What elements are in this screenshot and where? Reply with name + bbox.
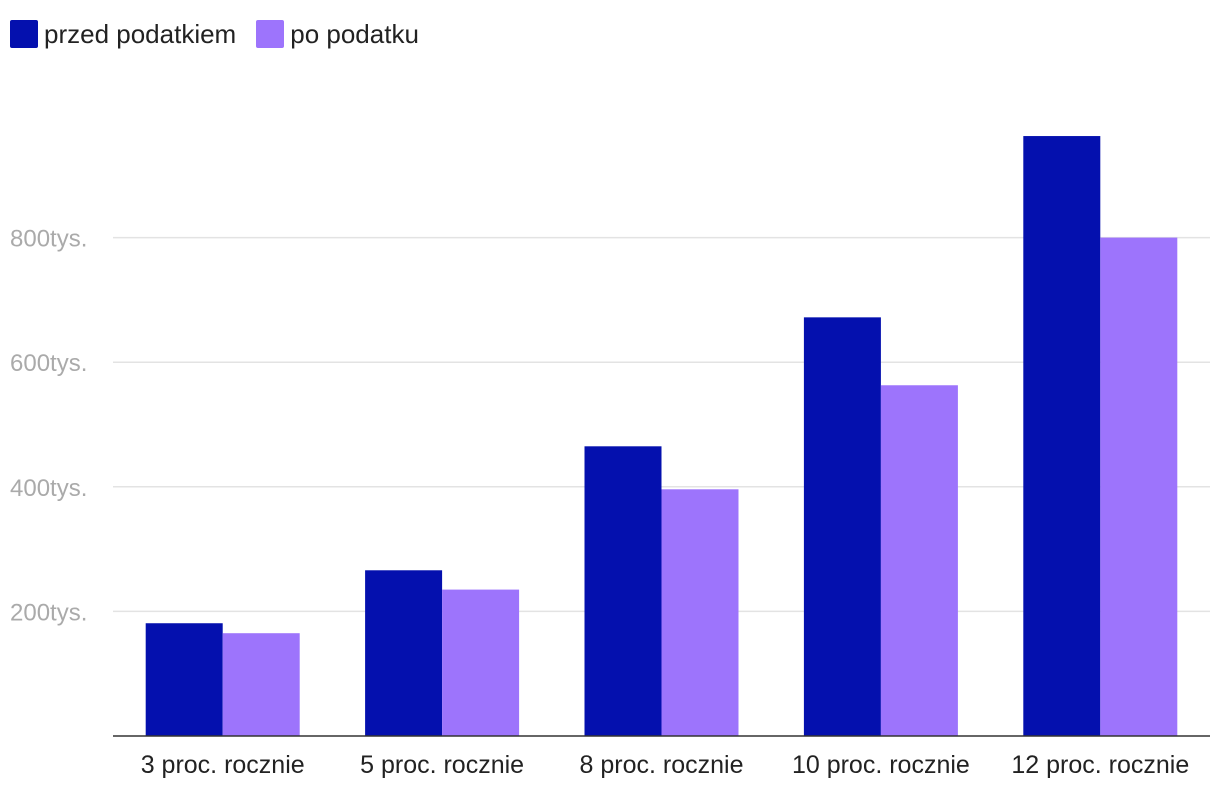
bar-po-podatku: [661, 489, 739, 736]
x-category-label: 5 proc. rocznie: [360, 751, 524, 779]
y-tick-label: 200tys.: [10, 599, 87, 626]
legend-label-po-podatku: po podatku: [290, 18, 419, 49]
legend-item-po-podatku: po podatku: [256, 19, 419, 50]
bar-przed-podatkiem: [1023, 136, 1101, 736]
bar-po-podatku: [880, 385, 958, 736]
x-category-label: 10 proc. rocznie: [792, 751, 970, 779]
bar-po-podatku: [222, 633, 300, 736]
y-tick-label: 400tys.: [10, 475, 87, 502]
y-tick-label: 600tys.: [10, 350, 87, 377]
x-category-label: 8 proc. rocznie: [580, 751, 744, 779]
legend-label-przed-podatkiem: przed podatkiem: [44, 18, 237, 49]
legend-swatch-przed-podatkiem: [10, 20, 38, 48]
bar-przed-podatkiem: [584, 446, 662, 736]
bar-przed-podatkiem: [145, 623, 223, 736]
x-category-label: 12 proc. rocznie: [1011, 751, 1189, 779]
legend-swatch-po-podatku: [256, 20, 285, 48]
bar-po-podatku: [1100, 237, 1178, 736]
bar-po-podatku: [442, 589, 520, 736]
legend-item-przed-podatkiem: przed podatkiem: [10, 19, 236, 50]
bar-przed-podatkiem: [365, 570, 443, 736]
x-category-label: 3 proc. rocznie: [141, 751, 305, 779]
bar-przed-podatkiem: [803, 317, 881, 736]
chart-legend: przed podatkiem po podatku: [10, 18, 439, 50]
y-tick-label: 800tys.: [10, 226, 87, 253]
